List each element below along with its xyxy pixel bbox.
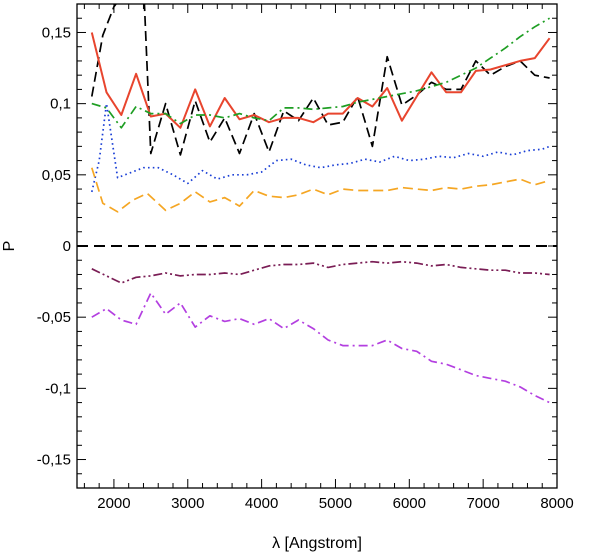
- y-tick-label: 0: [63, 238, 71, 255]
- x-tick-label: 4000: [245, 495, 278, 512]
- series-line-7: [91, 292, 550, 404]
- x-tick-label: 2000: [97, 495, 130, 512]
- x-tick-label: 5000: [319, 495, 352, 512]
- x-tick-label: 3000: [171, 495, 204, 512]
- tick-layer: [77, 3, 558, 489]
- tick-label-layer: 2000 3000 4000 5000 6000 7000 8000 0,15 0,1 0,05 0…: [37, 24, 574, 512]
- series-line-5: [90, 167, 550, 213]
- series-line-1: [90, 4, 550, 156]
- y-tick-label: -0,15: [37, 452, 71, 469]
- y-tick-label: 0,15: [42, 24, 71, 41]
- y-tick-label: -0,1: [45, 380, 71, 397]
- y-axis-title: P: [1, 241, 18, 252]
- y-tick-label: 0,05: [42, 167, 71, 184]
- series-layer: [90, 4, 551, 404]
- x-tick-label: 6000: [393, 495, 426, 512]
- series-line-3: [91, 17, 551, 129]
- series-line-2: [90, 32, 551, 129]
- x-axis-title: λ [Angstrom]: [272, 535, 362, 552]
- y-tick-label: 0,1: [50, 96, 71, 113]
- x-tick-label: 7000: [466, 495, 499, 512]
- x-tick-label: 8000: [540, 495, 573, 512]
- y-tick-label: -0,05: [37, 309, 71, 326]
- series-line-6: [91, 260, 550, 284]
